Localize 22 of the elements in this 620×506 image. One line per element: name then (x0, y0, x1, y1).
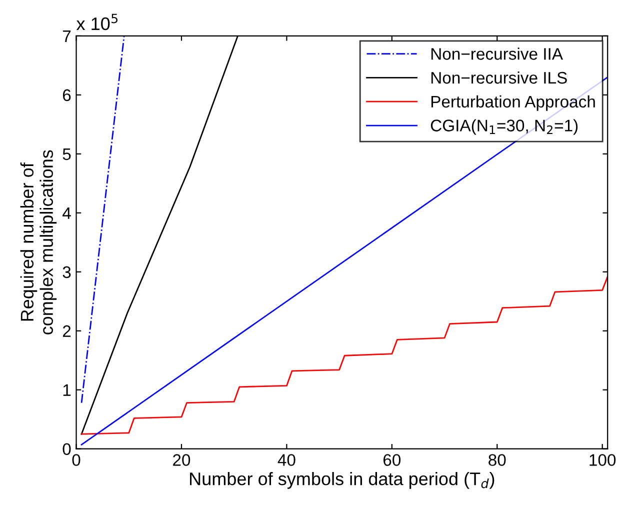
legend-label: CGIA(N$_{1}$=30, N$_{2}$=1) (430, 119, 578, 135)
x-tick-label: 40 (278, 454, 296, 466)
x-tick-label: 100 (590, 454, 616, 466)
x-tick-label: 0 (72, 454, 80, 466)
y-tick-label: 0 (62, 443, 71, 456)
y-tick-label: 7 (62, 30, 71, 42)
y-axis-title: Required number of complex multiplications (20, 150, 57, 334)
y-tick-label: 1 (63, 384, 71, 396)
y-tick-label: 6 (62, 89, 71, 102)
y-tick-label: 2 (62, 325, 71, 337)
y-tick-label: 3 (62, 266, 71, 278)
line-series (80, 276, 608, 435)
y-tick-label: 5 (62, 148, 71, 160)
x-tick-label: 20 (173, 454, 190, 466)
legend-label: Perturbation Approach (431, 95, 595, 111)
y-tick-label: 4 (62, 207, 71, 219)
x-tick-label: 80 (488, 454, 506, 466)
x-axis-title: Number of symbols in data period (T$_{d}$) (190, 472, 494, 489)
legend-label: Non−recursive ILS (431, 71, 567, 84)
x-tick-label: 60 (383, 454, 401, 466)
legend-label: Non−recursive IIA (431, 48, 563, 60)
text: x 10$^{5}$ (76, 14, 118, 30)
